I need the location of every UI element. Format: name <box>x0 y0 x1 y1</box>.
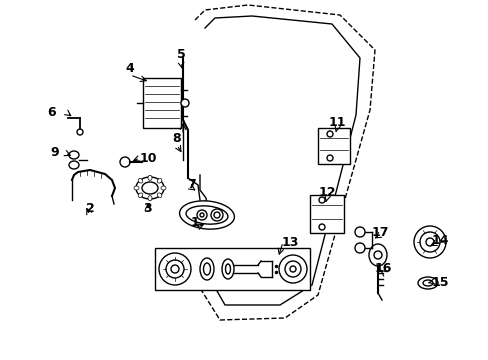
Circle shape <box>77 129 83 135</box>
Text: 10: 10 <box>139 152 157 165</box>
Circle shape <box>413 226 445 258</box>
Ellipse shape <box>161 186 165 190</box>
Circle shape <box>210 209 223 221</box>
Ellipse shape <box>179 201 234 229</box>
Circle shape <box>120 157 130 167</box>
Text: 5: 5 <box>176 49 185 62</box>
Text: 11: 11 <box>327 116 345 129</box>
Ellipse shape <box>157 179 162 183</box>
Ellipse shape <box>138 193 142 198</box>
Text: 16: 16 <box>373 261 391 274</box>
Ellipse shape <box>136 177 163 199</box>
Ellipse shape <box>203 263 210 275</box>
Text: 15: 15 <box>430 275 448 288</box>
Circle shape <box>181 99 189 107</box>
Ellipse shape <box>200 258 214 280</box>
Circle shape <box>165 260 183 278</box>
Circle shape <box>326 131 332 137</box>
Bar <box>155 248 309 290</box>
Circle shape <box>354 227 364 237</box>
Circle shape <box>279 255 306 283</box>
Ellipse shape <box>134 186 139 190</box>
Text: 2: 2 <box>85 202 94 215</box>
Circle shape <box>159 253 191 285</box>
Ellipse shape <box>148 175 152 180</box>
Ellipse shape <box>157 193 162 198</box>
Ellipse shape <box>225 264 230 274</box>
Ellipse shape <box>417 277 437 289</box>
Circle shape <box>171 265 179 273</box>
Text: 3: 3 <box>143 202 152 215</box>
Text: 9: 9 <box>51 147 59 159</box>
Ellipse shape <box>422 280 432 286</box>
Text: 7: 7 <box>187 179 196 192</box>
Circle shape <box>318 224 325 230</box>
Ellipse shape <box>138 179 142 183</box>
Bar <box>309 195 343 233</box>
Ellipse shape <box>368 244 386 266</box>
Circle shape <box>197 210 206 220</box>
Circle shape <box>200 213 203 217</box>
Text: 6: 6 <box>48 107 56 120</box>
Text: 12: 12 <box>318 186 335 199</box>
Circle shape <box>326 155 332 161</box>
Circle shape <box>373 251 381 259</box>
Circle shape <box>419 232 439 252</box>
Ellipse shape <box>142 182 158 194</box>
Circle shape <box>354 243 364 253</box>
Ellipse shape <box>69 151 79 159</box>
Text: 14: 14 <box>430 234 448 247</box>
Ellipse shape <box>69 161 79 169</box>
Ellipse shape <box>148 196 152 201</box>
Ellipse shape <box>186 206 227 224</box>
Text: 13: 13 <box>281 235 298 248</box>
Bar <box>317 128 349 164</box>
Text: 4: 4 <box>125 62 134 75</box>
Circle shape <box>318 197 325 203</box>
Text: 1: 1 <box>190 216 199 229</box>
Text: 8: 8 <box>172 131 181 144</box>
Circle shape <box>214 212 220 218</box>
Circle shape <box>289 266 295 272</box>
Text: 17: 17 <box>370 225 388 238</box>
Circle shape <box>425 238 433 246</box>
Ellipse shape <box>222 259 234 279</box>
Bar <box>142 78 181 128</box>
Circle shape <box>285 261 301 277</box>
